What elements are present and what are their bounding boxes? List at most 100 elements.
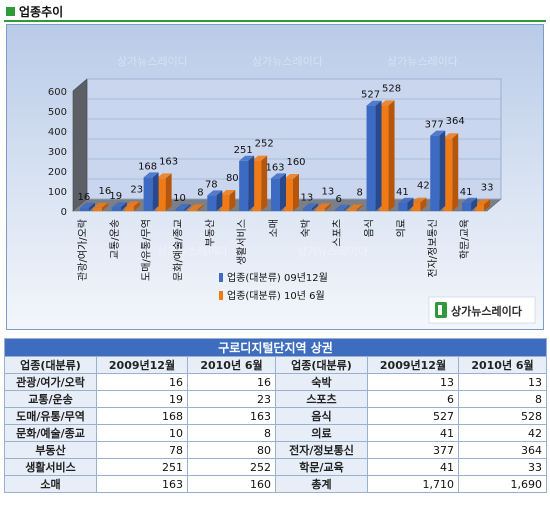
column-header: 2010년 6월 — [187, 356, 276, 374]
bar-front — [315, 208, 325, 211]
category-cell: 교통/운송 — [4, 390, 97, 408]
bar-side — [375, 100, 382, 211]
bar-top — [220, 190, 236, 195]
value-2010-cell: 80 — [187, 441, 276, 459]
column-header: 2010년 6월 — [457, 356, 548, 374]
value-2010-cell: 1,690 — [457, 475, 548, 493]
data-label-series-1: 251 — [234, 145, 253, 156]
data-label-series-1: 6 — [336, 194, 342, 205]
bar-side — [311, 203, 318, 211]
bar-front — [284, 179, 293, 211]
y-tick-label: 600 — [48, 87, 67, 98]
watermark: 상가뉴스레이다 — [157, 245, 228, 258]
bar-side — [293, 174, 299, 211]
bar-top — [175, 204, 191, 209]
bar-side — [101, 202, 108, 211]
bar-front — [271, 178, 280, 211]
x-tick-label: 부동산 — [204, 219, 216, 247]
bar-side — [420, 197, 427, 211]
bar-front — [366, 105, 376, 211]
logo: 상가뉴스레이다 — [428, 296, 536, 324]
watermark: 상가뉴스레이다 — [387, 55, 458, 68]
value-2010-cell: 16 — [187, 373, 276, 391]
value-2009-cell: 6 — [367, 390, 459, 408]
table-row: 생활서비스 251 252 학문/교육 41 33 — [4, 458, 548, 476]
category-cell: 소매 — [4, 475, 97, 493]
bar-top — [124, 201, 140, 207]
bar-top — [334, 204, 350, 210]
x-tick-label: 관광/여가/오락 — [77, 219, 89, 281]
bar-top — [143, 172, 159, 178]
value-2009-cell: 10 — [96, 424, 188, 442]
value-2010-cell: 252 — [187, 458, 276, 476]
table-row: 부동산 78 80 전자/정보통신 377 364 — [4, 441, 548, 459]
x-tick-label: 의료 — [395, 219, 407, 237]
value-2010-cell: 23 — [187, 390, 276, 408]
bar-series-1 — [111, 202, 127, 211]
value-2009-cell: 41 — [367, 458, 459, 476]
bar-side — [471, 197, 478, 211]
bar-top — [379, 100, 395, 106]
bar-series-1 — [271, 173, 286, 211]
chart-panel: 0 100 200 300 400 500 600 16 16 관광/여가/오락 19 23 교통/운송… — [6, 24, 544, 330]
category-cell: 숙박 — [275, 373, 368, 391]
bar-front — [252, 160, 262, 211]
value-2009-cell: 16 — [96, 373, 188, 391]
value-2010-cell: 163 — [187, 407, 276, 425]
data-label-series-1: 16 — [78, 192, 91, 203]
category-cell: 의료 — [275, 424, 368, 442]
data-label-series-2: 33 — [481, 182, 494, 193]
legend-label: 업종(대분류) 09년12월 — [227, 271, 328, 284]
bar-top — [79, 202, 95, 208]
section-header: 업종추이 — [4, 2, 546, 22]
bar-side — [184, 204, 191, 211]
bar-front — [156, 178, 166, 211]
value-2010-cell: 160 — [187, 475, 276, 493]
x-tick-label: 교통/운송 — [109, 219, 121, 259]
data-label-series-2: 42 — [417, 181, 430, 192]
bar-series-1 — [79, 202, 95, 211]
logo-mark-detail — [438, 305, 442, 315]
value-2010-cell: 13 — [457, 373, 548, 391]
data-label-series-1: 527 — [361, 90, 380, 101]
bar-front — [207, 195, 217, 211]
bar-front — [475, 204, 485, 211]
value-2009-cell: 78 — [96, 441, 188, 459]
logo-text: 상가뉴스레이다 — [451, 304, 523, 318]
table-row: 관광/여가/오락 16 16 숙박 13 13 — [4, 373, 548, 391]
bar-top — [111, 202, 127, 208]
bar-series-1 — [366, 100, 382, 211]
bar-top — [475, 199, 491, 205]
y-tick-label: 100 — [48, 187, 67, 198]
y-tick-label: 0 — [61, 207, 67, 218]
bar-series-2 — [379, 100, 395, 211]
value-2009-cell: 168 — [96, 407, 188, 425]
bar-top — [443, 133, 459, 139]
table-header-row: 업종(대분류) 2009년12월 2010년 6월 업종(대분류) 2009년12월 20… — [4, 356, 548, 374]
watermark: 상가뉴스레이다 — [252, 55, 323, 68]
bar-series-1 — [207, 190, 223, 211]
category-cell: 생활서비스 — [4, 458, 97, 476]
bar-top — [315, 203, 331, 209]
value-2009-cell: 19 — [96, 390, 188, 408]
bar-top — [271, 173, 286, 179]
category-cell: 관광/여가/오락 — [4, 373, 97, 391]
bar-side — [356, 204, 363, 211]
category-cell: 부동산 — [4, 441, 97, 459]
bar-top — [284, 174, 299, 179]
bar-front — [92, 207, 102, 211]
bar-side — [88, 202, 95, 211]
data-table: 구로디지털단지역 상권 업종(대분류) 2009년12월 2010년 6월 업종(대분… — [3, 338, 548, 493]
bar-side — [165, 173, 172, 211]
bar-side — [120, 202, 127, 211]
category-cell: 전자/정보통신 — [275, 441, 368, 459]
bar-front — [334, 209, 344, 211]
data-label-series-1: 41 — [396, 187, 409, 198]
value-2010-cell: 42 — [457, 424, 548, 442]
value-2010-cell: 8 — [457, 390, 548, 408]
data-label-series-2: 528 — [382, 83, 401, 94]
data-label-series-2: 8 — [357, 187, 363, 198]
data-label-series-2: 160 — [286, 157, 305, 168]
watermark: 상가뉴스레이다 — [117, 55, 188, 68]
x-tick-label: 전자/정보통신 — [427, 219, 439, 278]
